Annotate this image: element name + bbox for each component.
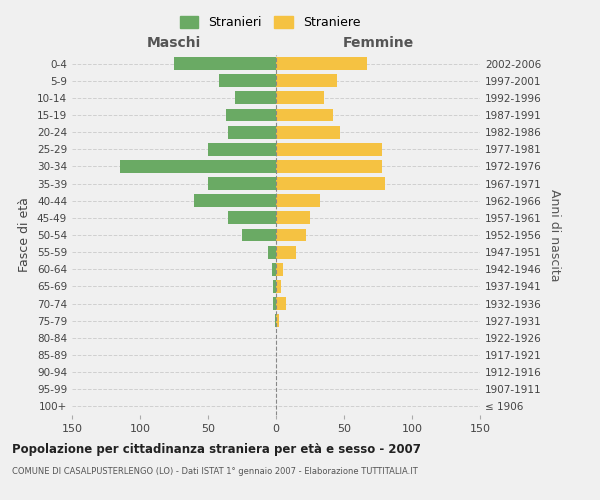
Bar bbox=[276, 74, 337, 87]
Bar bbox=[235, 92, 276, 104]
Y-axis label: Fasce di età: Fasce di età bbox=[19, 198, 31, 272]
Bar bbox=[242, 228, 276, 241]
Text: Femmine: Femmine bbox=[343, 36, 413, 50]
Bar bbox=[276, 126, 340, 138]
Bar bbox=[174, 57, 276, 70]
Bar bbox=[276, 108, 333, 122]
Bar bbox=[276, 263, 283, 276]
Bar bbox=[208, 143, 276, 156]
Bar bbox=[276, 57, 367, 70]
Bar bbox=[119, 160, 276, 173]
Bar bbox=[272, 263, 276, 276]
Bar bbox=[226, 108, 276, 122]
Text: Popolazione per cittadinanza straniera per età e sesso - 2007: Popolazione per cittadinanza straniera p… bbox=[12, 442, 421, 456]
Bar bbox=[194, 194, 276, 207]
Legend: Stranieri, Straniere: Stranieri, Straniere bbox=[175, 11, 365, 34]
Text: Maschi: Maschi bbox=[147, 36, 201, 50]
Bar bbox=[229, 212, 276, 224]
Bar bbox=[229, 126, 276, 138]
Bar bbox=[276, 228, 306, 241]
Bar bbox=[268, 246, 276, 258]
Bar bbox=[273, 297, 276, 310]
Bar bbox=[276, 160, 382, 173]
Bar bbox=[276, 143, 382, 156]
Text: COMUNE DI CASALPUSTERLENGO (LO) - Dati ISTAT 1° gennaio 2007 - Elaborazione TUTT: COMUNE DI CASALPUSTERLENGO (LO) - Dati I… bbox=[12, 468, 418, 476]
Bar bbox=[208, 177, 276, 190]
Bar bbox=[276, 314, 279, 327]
Bar bbox=[275, 314, 276, 327]
Bar bbox=[276, 297, 286, 310]
Bar bbox=[276, 212, 310, 224]
Bar bbox=[276, 194, 320, 207]
Bar bbox=[273, 280, 276, 293]
Bar bbox=[276, 246, 296, 258]
Y-axis label: Anni di nascita: Anni di nascita bbox=[548, 188, 561, 281]
Bar bbox=[276, 92, 323, 104]
Bar bbox=[219, 74, 276, 87]
Bar bbox=[276, 177, 385, 190]
Bar bbox=[276, 280, 281, 293]
